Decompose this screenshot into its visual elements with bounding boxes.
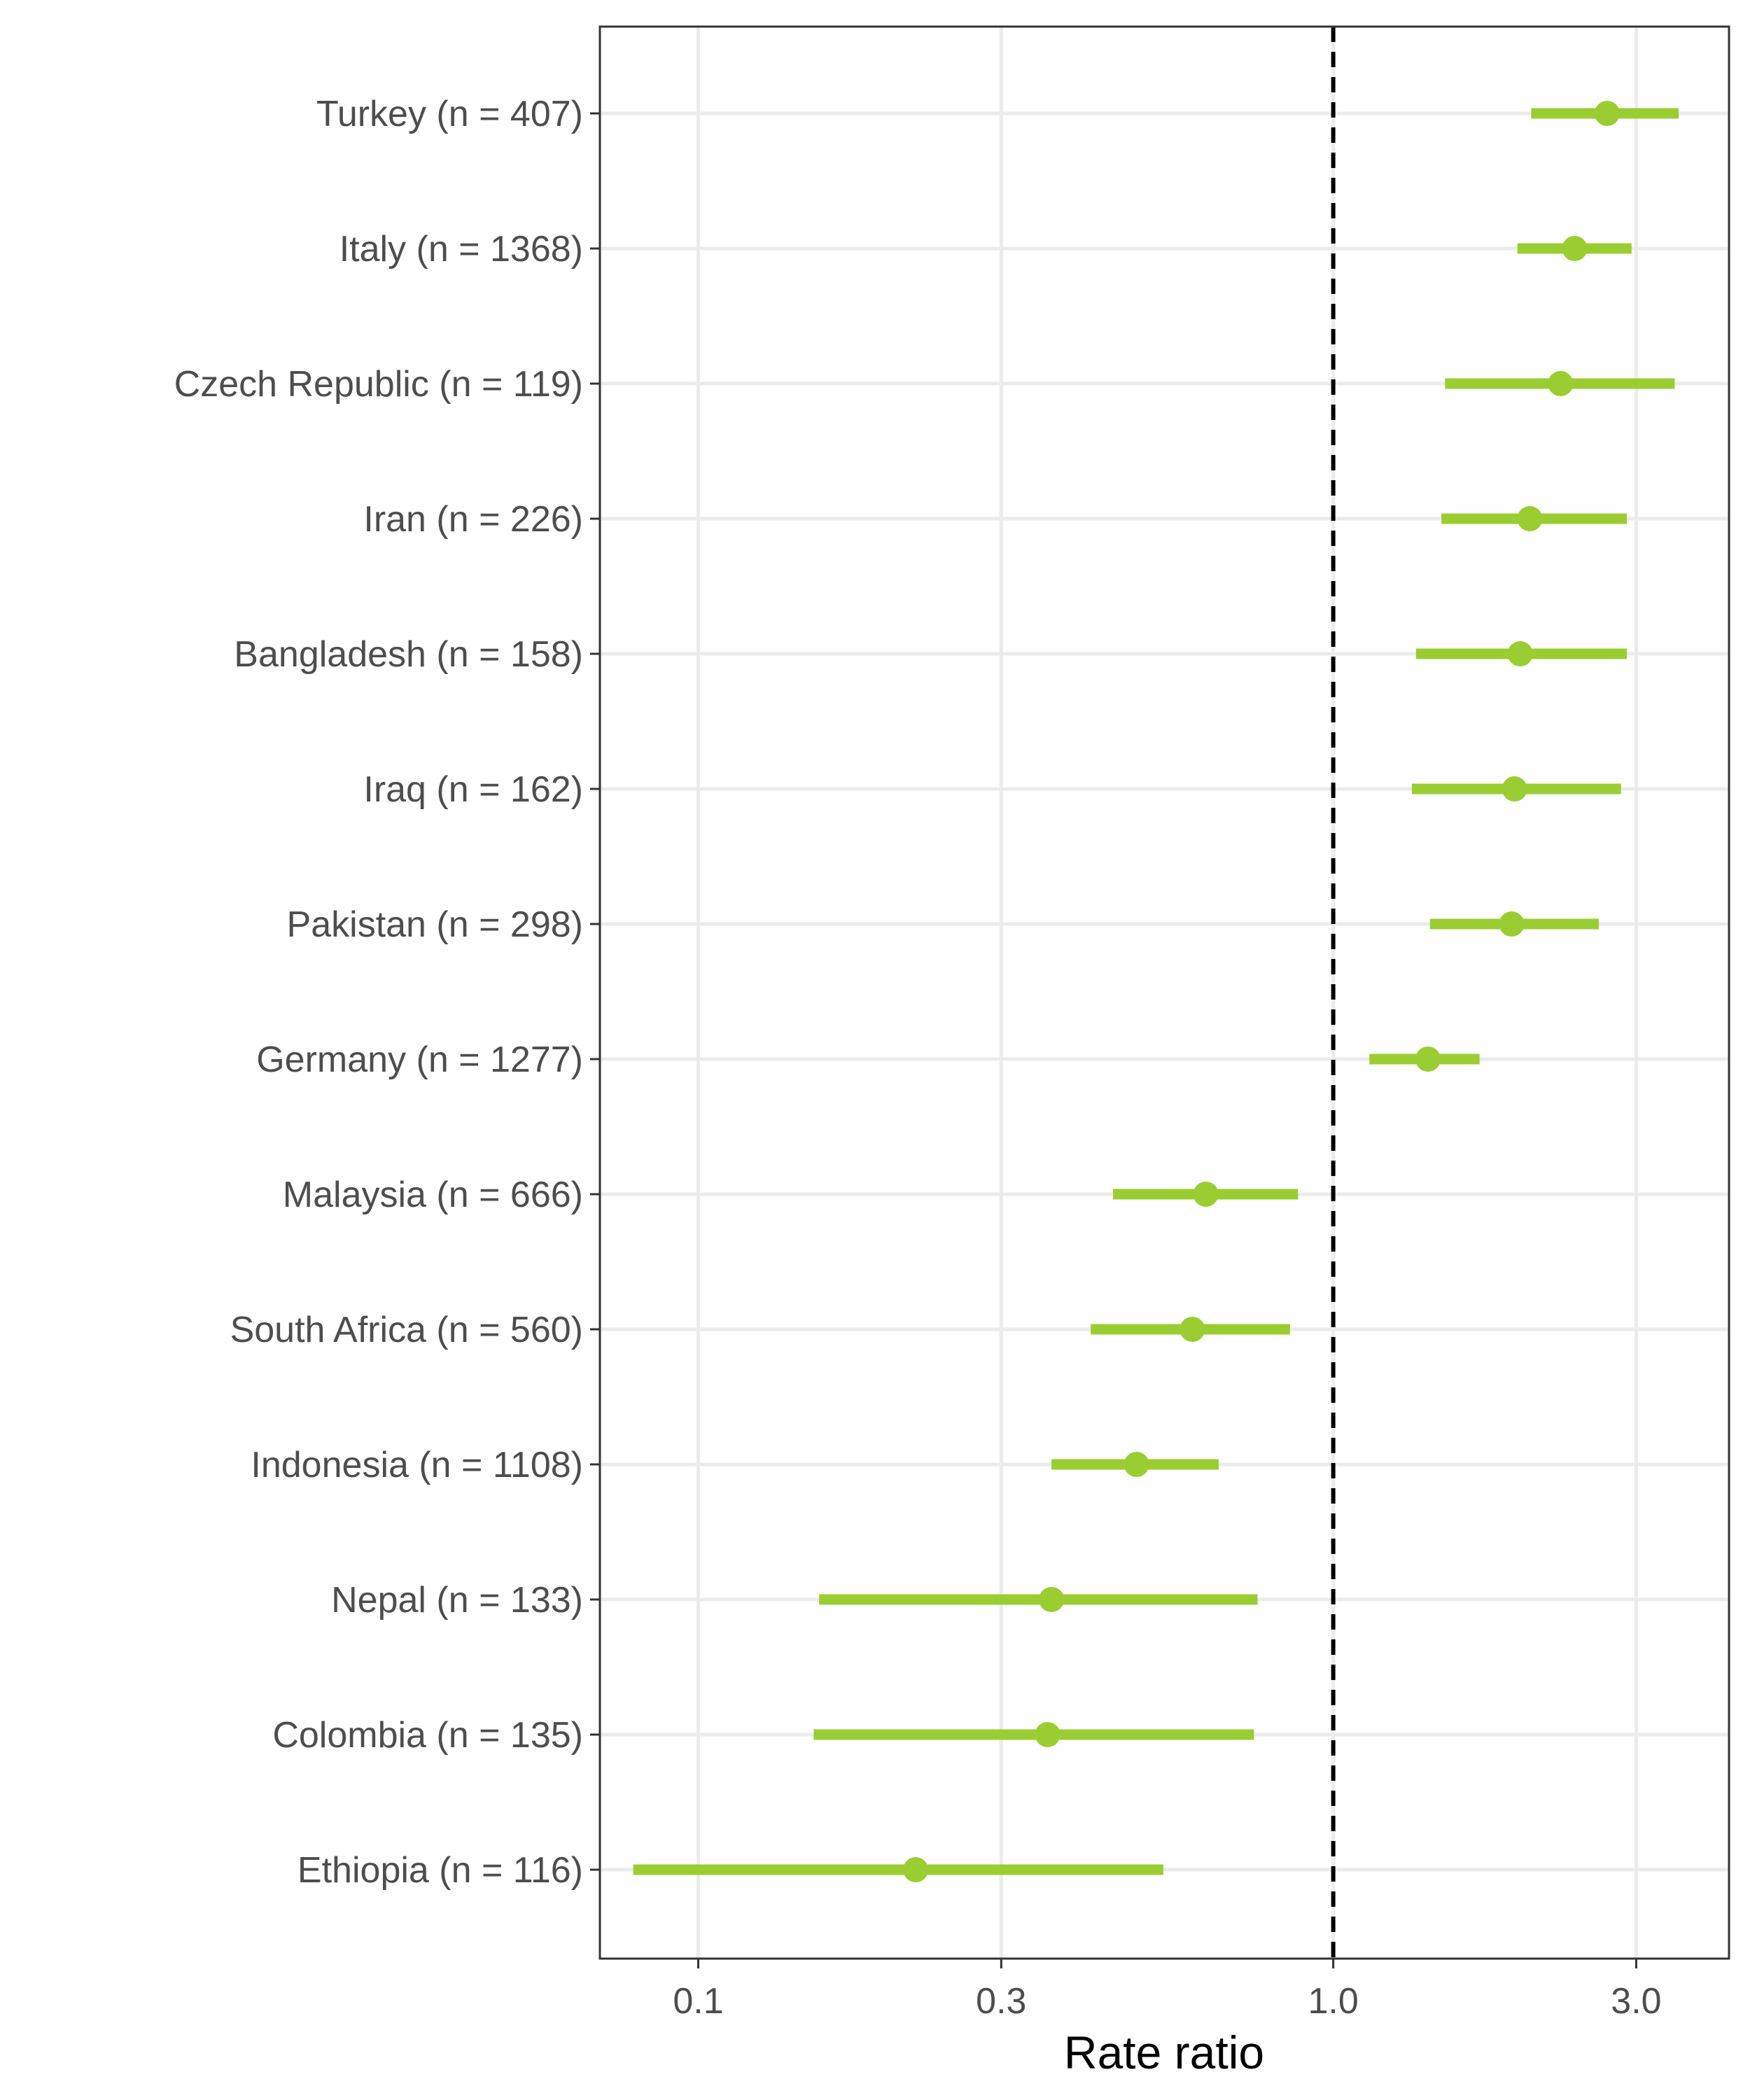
point-estimate [1180, 1317, 1205, 1342]
y-tick-label: Ethiopia (n = 116) [298, 1850, 583, 1891]
point-estimate [1517, 506, 1543, 531]
point-estimates [903, 101, 1620, 1882]
point-estimate [1594, 101, 1620, 126]
y-tick-label: Germany (n = 1277) [256, 1040, 583, 1080]
x-axis-ticks [697, 1959, 1637, 1968]
y-tick-label: Colombia (n = 135) [272, 1715, 583, 1756]
point-estimate [1548, 371, 1574, 396]
point-estimate [1499, 911, 1525, 937]
y-axis-ticks [590, 112, 600, 1871]
point-estimate [1039, 1587, 1065, 1612]
panel-background [600, 27, 1729, 1959]
x-axis-title: Rate ratio [1064, 2026, 1264, 2078]
x-tick-label: 0.3 [976, 1981, 1026, 2022]
point-estimate [1502, 776, 1527, 802]
y-tick-label: Czech Republic (n = 119) [174, 364, 583, 405]
point-estimate [1035, 1722, 1060, 1747]
y-tick-label: Pakistan (n = 298) [287, 904, 583, 945]
y-tick-label: Indonesia (n = 1108) [251, 1445, 583, 1485]
x-axis-labels: 0.1 0.3 1.0 3.0 [673, 1981, 1661, 2022]
point-estimate [1415, 1046, 1441, 1072]
x-tick-label: 1.0 [1308, 1981, 1358, 2022]
y-tick-label: Malaysia (n = 666) [283, 1175, 583, 1215]
y-tick-label: Bangladesh (n = 158) [234, 634, 583, 675]
y-tick-label: Iran (n = 226) [363, 499, 583, 540]
x-tick-label: 0.1 [673, 1981, 723, 2022]
point-estimate [1124, 1452, 1149, 1477]
point-estimate [903, 1857, 929, 1882]
y-tick-label: Turkey (n = 407) [316, 94, 583, 134]
y-tick-label: Italy (n = 1368) [340, 229, 583, 270]
y-axis-labels: Turkey (n = 407) Italy (n = 1368) Czech Re… [174, 94, 583, 1891]
point-estimate [1193, 1182, 1219, 1207]
point-estimate [1507, 641, 1533, 666]
y-tick-label: Iraq (n = 162) [363, 769, 583, 810]
panel-border [598, 25, 1730, 1960]
y-tick-label: Nepal (n = 133) [331, 1580, 583, 1620]
x-tick-label: 3.0 [1611, 1981, 1661, 2022]
y-tick-label: South Africa (n = 560) [230, 1310, 583, 1350]
point-estimate [1562, 236, 1588, 261]
